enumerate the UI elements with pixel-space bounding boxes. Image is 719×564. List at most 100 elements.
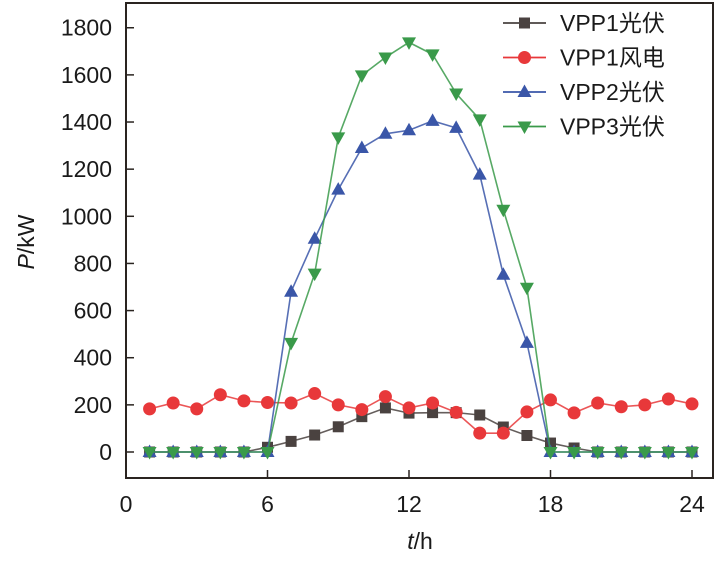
data-point: [638, 398, 652, 412]
data-point: [166, 447, 181, 460]
y-tick-label: 1600: [61, 62, 112, 88]
data-point: [545, 437, 556, 449]
x-tick-label: 18: [538, 491, 564, 517]
series-4: [142, 37, 699, 460]
data-point: [519, 282, 534, 296]
data-point: [189, 447, 204, 460]
y-tick-label: 600: [74, 298, 112, 324]
y-axis-title-unit: /kW: [13, 214, 39, 254]
data-point: [614, 400, 628, 414]
series-layer: [142, 37, 699, 460]
data-point: [307, 231, 322, 244]
data-point: [143, 402, 157, 416]
data-point: [355, 403, 369, 417]
data-point: [213, 447, 228, 460]
plot-area-border: [125, 2, 714, 479]
series-line: [149, 407, 692, 453]
data-point: [237, 394, 251, 408]
data-point: [236, 447, 251, 460]
legend-marker: [519, 17, 530, 29]
data-point: [308, 387, 322, 401]
data-point: [496, 267, 511, 280]
series-2: [143, 387, 699, 440]
data-point: [472, 167, 487, 180]
data-point: [543, 447, 558, 460]
legend: VPP1光伏 VPP1风电 VPP2光伏 VPP3光伏: [503, 10, 665, 140]
y-tick-label: 1200: [61, 156, 112, 182]
legend-item: VPP2光伏: [503, 79, 665, 105]
data-point: [331, 398, 345, 412]
y-axis-title-symbol: P: [13, 253, 39, 269]
data-point: [567, 447, 582, 460]
data-point: [307, 268, 322, 282]
legend-item: VPP1风电: [503, 45, 665, 71]
data-point: [261, 396, 274, 410]
data-point: [520, 405, 534, 419]
data-point: [567, 406, 581, 420]
data-point: [331, 132, 346, 145]
x-axis-title-symbol: t: [407, 528, 415, 554]
data-point: [332, 421, 344, 433]
data-point: [637, 447, 652, 460]
y-axis: 0 200 400 600 800 1000 1200 1400 1600 1800: [61, 15, 134, 465]
legend-label: VPP1光伏: [560, 10, 665, 36]
y-axis-title: P/kW: [13, 214, 39, 269]
data-point: [519, 335, 534, 348]
x-tick-label: 6: [261, 491, 274, 517]
data-point: [142, 447, 157, 460]
series-line: [149, 119, 692, 453]
data-point: [379, 402, 391, 414]
x-axis-title: t/h: [407, 528, 433, 554]
legend-marker: [517, 121, 532, 134]
data-point: [309, 429, 321, 441]
data-point: [591, 396, 605, 410]
data-point: [685, 447, 699, 460]
data-point: [284, 284, 299, 297]
x-tick-label: 0: [120, 491, 133, 517]
data-point: [356, 411, 368, 423]
y-tick-label: 200: [74, 392, 112, 418]
data-point: [354, 70, 369, 83]
data-point: [166, 396, 180, 410]
data-point: [427, 407, 439, 419]
legend-label: VPP3光伏: [560, 114, 665, 140]
data-point: [472, 114, 487, 127]
y-tick-label: 800: [74, 250, 112, 276]
legend-label: VPP2光伏: [560, 79, 665, 105]
data-point: [425, 49, 440, 62]
x-axis-title-unit: /h: [414, 528, 433, 554]
series-1: [144, 402, 698, 458]
data-point: [661, 447, 676, 460]
data-point: [449, 88, 464, 102]
data-point: [378, 52, 393, 65]
legend-item: VPP3光伏: [503, 114, 665, 140]
data-point: [496, 426, 510, 440]
data-point: [473, 426, 487, 440]
data-point: [284, 337, 299, 351]
data-point: [449, 405, 463, 419]
data-point: [354, 140, 369, 153]
data-point: [331, 182, 346, 195]
x-tick-label: 24: [679, 491, 705, 517]
y-tick-label: 1400: [61, 109, 112, 135]
data-point: [521, 430, 533, 442]
data-point: [474, 409, 486, 421]
data-point: [402, 37, 416, 50]
x-axis: 0 6 12 18 24: [120, 470, 705, 517]
data-point: [449, 120, 464, 133]
legend-item: VPP1光伏: [503, 10, 665, 36]
data-point: [378, 390, 392, 404]
data-point: [402, 401, 416, 415]
legend-marker: [517, 84, 532, 97]
y-tick-label: 1000: [61, 203, 112, 229]
data-point: [284, 396, 298, 410]
y-tick-label: 400: [74, 345, 112, 371]
legend-label: VPP1风电: [560, 45, 665, 71]
legend-marker: [518, 51, 531, 64]
data-point: [685, 397, 699, 411]
data-point: [190, 402, 204, 416]
data-point: [426, 396, 440, 410]
data-point: [425, 113, 440, 126]
data-point: [544, 393, 557, 407]
